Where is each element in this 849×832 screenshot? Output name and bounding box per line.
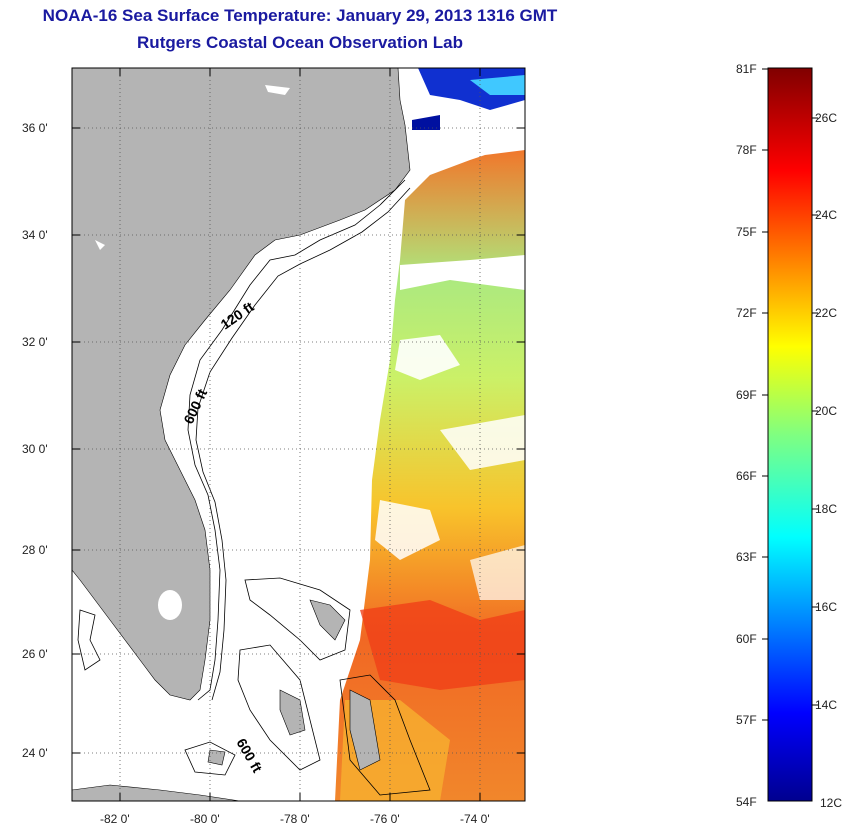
lon-tick: -76 0' xyxy=(370,812,400,826)
map-subtitle: Rutgers Coastal Ocean Observation Lab xyxy=(137,33,463,52)
colorbar-c-label: 26C xyxy=(815,111,838,125)
lat-tick: 26 0' xyxy=(22,647,48,661)
colorbar-f-label: 57F xyxy=(736,713,757,727)
map-title: NOAA-16 Sea Surface Temperature: January… xyxy=(42,6,558,25)
colorbar-c-label: 24C xyxy=(815,208,838,222)
colorbar-f-label: 69F xyxy=(736,388,757,402)
colorbar-f-label: 63F xyxy=(736,550,757,564)
colorbar-f-label: 54F xyxy=(736,795,757,809)
lat-tick: 36 0' xyxy=(22,121,48,135)
colorbar-f-label: 60F xyxy=(736,632,757,646)
colorbar-f-label: 66F xyxy=(736,469,757,483)
lat-tick: 28 0' xyxy=(22,543,48,557)
contour-label-600-north: 600 ft xyxy=(180,386,210,426)
lon-tick: -78 0' xyxy=(280,812,310,826)
contour-label-600-south: 600 ft xyxy=(233,736,265,776)
colorbar-f-label: 81F xyxy=(736,62,757,76)
colorbar-f-label: 75F xyxy=(736,225,757,239)
lon-tick: -74 0' xyxy=(460,812,490,826)
contour-label-120: 120 ft xyxy=(218,298,257,332)
colorbar-c-label: 16C xyxy=(815,600,838,614)
colorbar xyxy=(767,67,813,802)
lon-tick: -82 0' xyxy=(100,812,130,826)
lon-tick: -80 0' xyxy=(190,812,220,826)
contour-600ft xyxy=(195,187,411,701)
colorbar-c-label: 14C xyxy=(815,698,838,712)
colorbar-f-label: 72F xyxy=(736,306,757,320)
colorbar-c-label: 18C xyxy=(815,502,838,516)
lat-tick: 24 0' xyxy=(22,746,48,760)
lat-tick: 30 0' xyxy=(22,442,48,456)
colorbar-f-label: 78F xyxy=(736,143,757,157)
lat-tick: 34 0' xyxy=(22,228,48,242)
colorbar-c-label: 12C xyxy=(820,796,843,810)
colorbar-c-label: 20C xyxy=(815,404,838,418)
colorbar-c-label: 22C xyxy=(815,306,838,320)
lat-tick: 32 0' xyxy=(22,335,48,349)
contour-120ft xyxy=(187,179,406,701)
land-us-east-coast xyxy=(72,68,411,701)
